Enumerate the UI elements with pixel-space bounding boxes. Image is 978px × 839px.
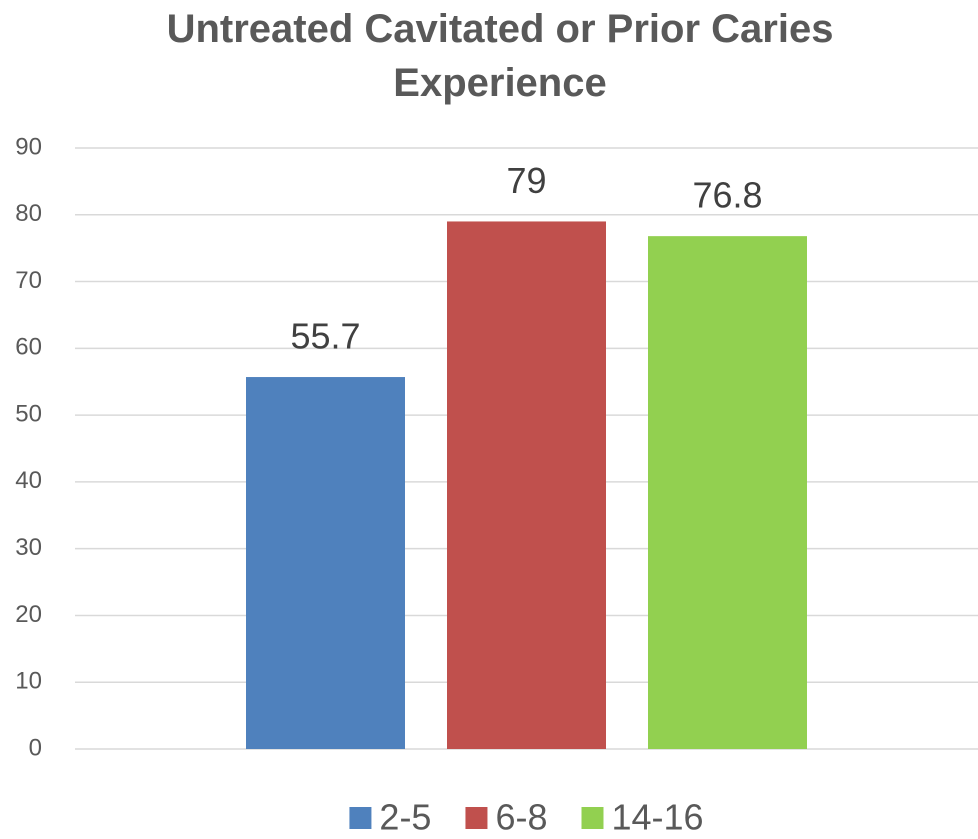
y-tick-label: 40 xyxy=(15,467,42,494)
y-tick-label: 50 xyxy=(15,400,42,427)
y-tick-label: 80 xyxy=(15,200,42,227)
chart-title: Untreated Cavitated or Prior Caries Expe… xyxy=(166,7,834,105)
legend-swatch xyxy=(581,807,604,829)
legend-label: 6-8 xyxy=(495,797,547,838)
data-label: 55.7 xyxy=(290,316,360,357)
y-tick-label: 30 xyxy=(15,534,42,561)
y-tick-label: 20 xyxy=(15,601,42,628)
legend-swatch xyxy=(465,807,488,829)
y-tick-label: 70 xyxy=(15,267,42,294)
y-tick-label: 60 xyxy=(15,334,42,361)
bar xyxy=(246,377,405,749)
y-tick-label: 0 xyxy=(29,734,42,761)
data-label: 76.8 xyxy=(692,175,762,216)
bar xyxy=(648,236,807,749)
legend-swatch xyxy=(349,807,372,829)
bar xyxy=(447,221,606,749)
legend-label: 2-5 xyxy=(379,797,431,838)
data-label: 79 xyxy=(506,160,546,201)
y-tick-label: 90 xyxy=(15,133,42,160)
legend-label: 14-16 xyxy=(611,797,703,838)
y-tick-label: 10 xyxy=(15,668,42,695)
